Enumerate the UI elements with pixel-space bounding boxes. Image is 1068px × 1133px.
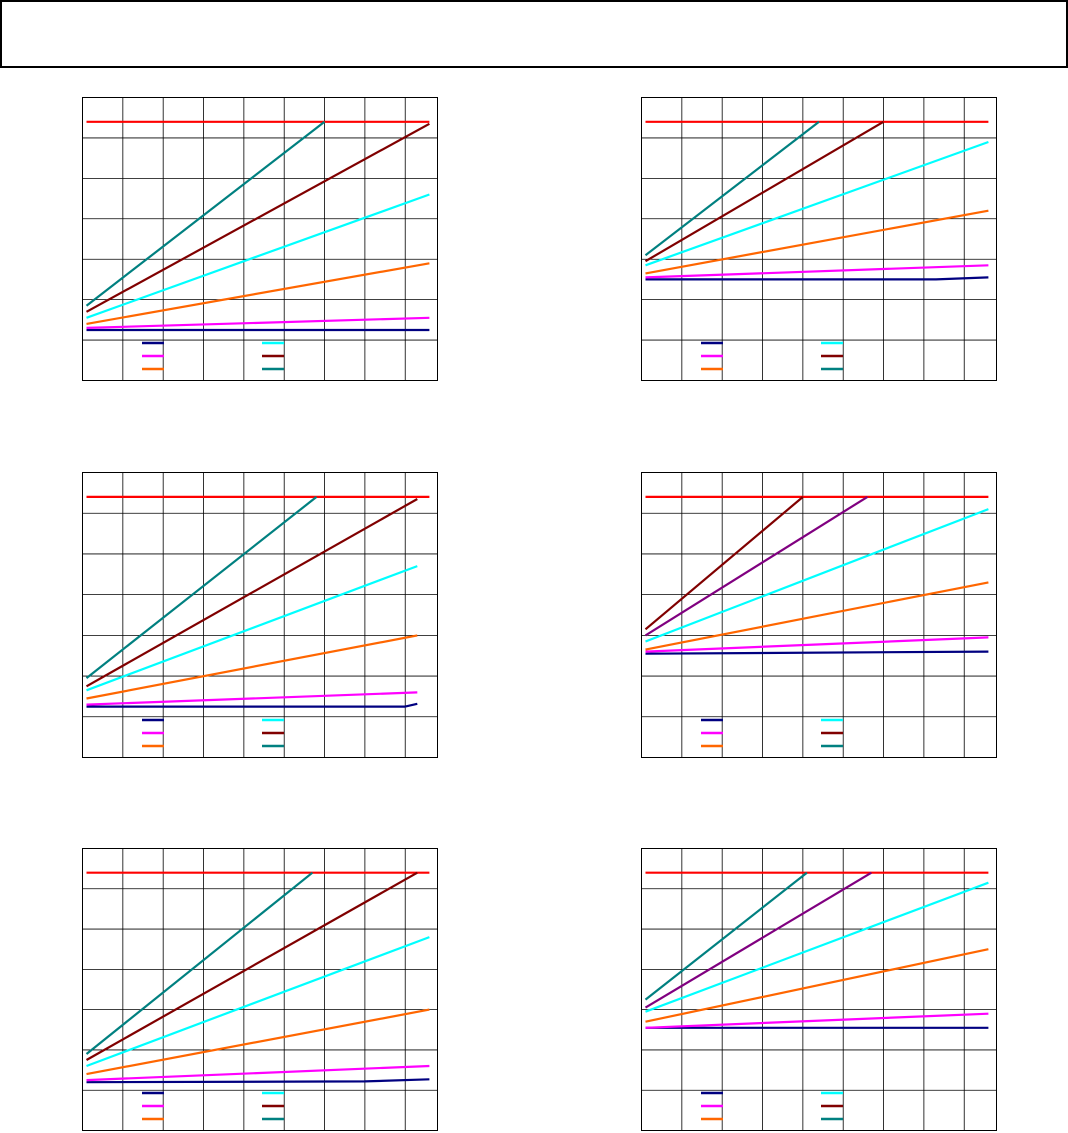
series-line-4 xyxy=(86,262,430,325)
series-line-7 xyxy=(644,871,808,1001)
chart-1 xyxy=(82,97,438,381)
chart-4 xyxy=(641,472,997,758)
series-line-5 xyxy=(645,140,989,267)
series-line-2 xyxy=(86,1078,430,1084)
series-line-5 xyxy=(86,565,418,692)
chart-2 xyxy=(641,97,997,381)
plot-frame xyxy=(641,848,997,1131)
plot-frame xyxy=(641,97,997,381)
series-line-6 xyxy=(85,122,430,313)
series-line-4 xyxy=(86,634,418,700)
series-line-2 xyxy=(645,276,989,281)
chart-1-svg xyxy=(82,97,438,381)
chart-3 xyxy=(82,472,438,758)
series-line-4 xyxy=(645,581,989,651)
series-line-2 xyxy=(645,650,989,655)
series-line-7 xyxy=(85,496,318,679)
series-line-6 xyxy=(644,495,868,637)
series-line-4 xyxy=(645,948,989,1023)
plot-frame xyxy=(82,97,438,381)
series-line-3 xyxy=(645,636,989,653)
header-box xyxy=(0,0,1068,68)
series-line-6 xyxy=(85,498,418,688)
chart-6-svg xyxy=(641,848,997,1131)
series-line-6 xyxy=(644,120,885,263)
series-line-5 xyxy=(645,508,989,643)
series-line-2 xyxy=(86,702,418,708)
series-line-7 xyxy=(644,496,804,631)
chart-4-svg xyxy=(641,472,997,758)
series-line-3 xyxy=(86,1064,430,1082)
series-line-7 xyxy=(85,871,314,1055)
chart-3-svg xyxy=(82,472,438,758)
chart-5-svg xyxy=(82,848,438,1131)
chart-2-svg xyxy=(641,97,997,381)
series-line-3 xyxy=(645,264,989,279)
series-line-4 xyxy=(645,209,989,275)
chart-5 xyxy=(82,848,438,1131)
series-line-7 xyxy=(644,120,820,257)
series-line-3 xyxy=(645,1012,989,1029)
series-line-6 xyxy=(85,871,418,1061)
series-line-7 xyxy=(85,120,326,307)
series-line-5 xyxy=(86,936,430,1068)
plot-frame xyxy=(82,472,438,758)
series-line-3 xyxy=(86,316,430,329)
series-line-5 xyxy=(86,193,430,319)
series-line-3 xyxy=(86,691,418,706)
series-line-5 xyxy=(645,881,989,1013)
chart-6 xyxy=(641,848,997,1131)
series-line-6 xyxy=(644,871,872,1009)
series-line-4 xyxy=(86,1008,430,1076)
